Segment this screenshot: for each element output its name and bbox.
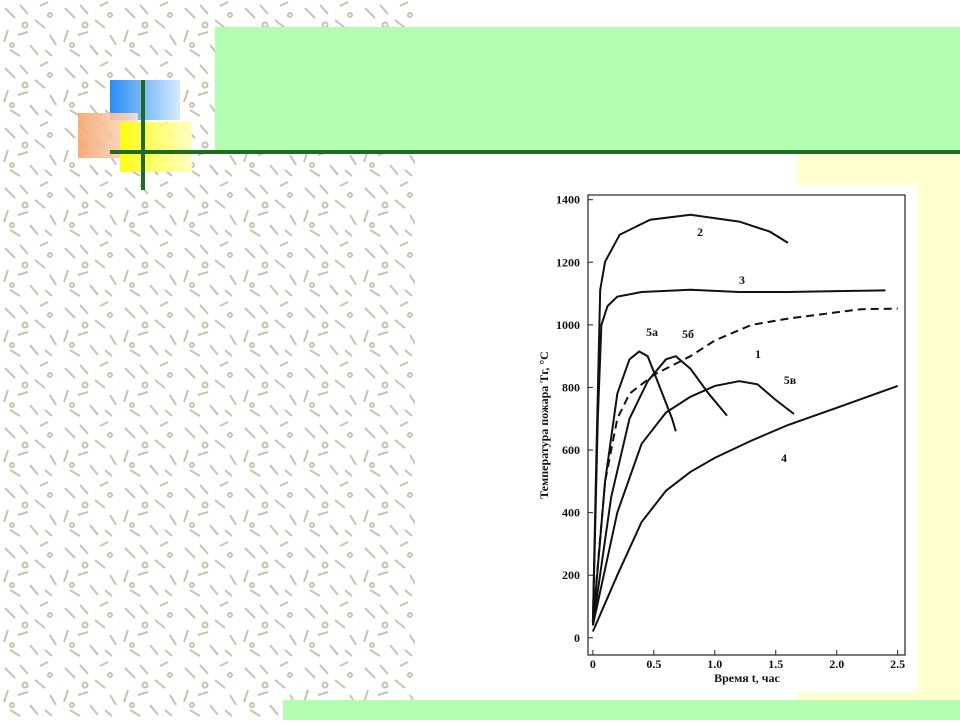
curve <box>591 288 886 623</box>
curve-label: 5в <box>784 373 797 387</box>
curve-label: 1 <box>755 347 761 361</box>
x-axis-label: Время t, час <box>714 671 780 685</box>
y-tick-label: 1400 <box>556 193 580 207</box>
curve <box>591 307 898 623</box>
curve <box>591 380 795 626</box>
y-tick-label: 0 <box>574 631 580 645</box>
y-tick-label: 1200 <box>556 255 580 269</box>
curve <box>591 355 728 626</box>
chart-area <box>528 185 918 692</box>
y-tick-label: 600 <box>562 443 580 457</box>
bottom-bar <box>283 700 960 720</box>
curve <box>591 350 677 626</box>
y-tick-label: 200 <box>562 568 580 582</box>
curve <box>591 384 899 632</box>
x-tick-label: 1.0 <box>707 657 722 671</box>
curve-label: 5а <box>646 325 658 339</box>
curve-label: 4 <box>781 451 787 465</box>
x-tick-label: 0 <box>590 657 596 671</box>
plot-frame <box>587 194 906 656</box>
x-tick-label: 1.5 <box>768 657 783 671</box>
x-tick-label: 2.5 <box>890 657 905 671</box>
curve-label: 5б <box>682 327 694 341</box>
y-tick-label: 800 <box>562 380 580 394</box>
title-bar <box>215 27 960 150</box>
curve-label: 3 <box>739 273 745 287</box>
y-axis-label: Температура пожара Tг, °C <box>537 351 551 499</box>
x-tick-label: 0.5 <box>646 657 661 671</box>
curve <box>591 213 789 623</box>
y-tick-label: 1000 <box>556 318 580 332</box>
curve-label: 2 <box>697 225 703 239</box>
x-tick-label: 2.0 <box>829 657 844 671</box>
deco-square <box>120 122 192 172</box>
y-tick-label: 400 <box>562 506 580 520</box>
